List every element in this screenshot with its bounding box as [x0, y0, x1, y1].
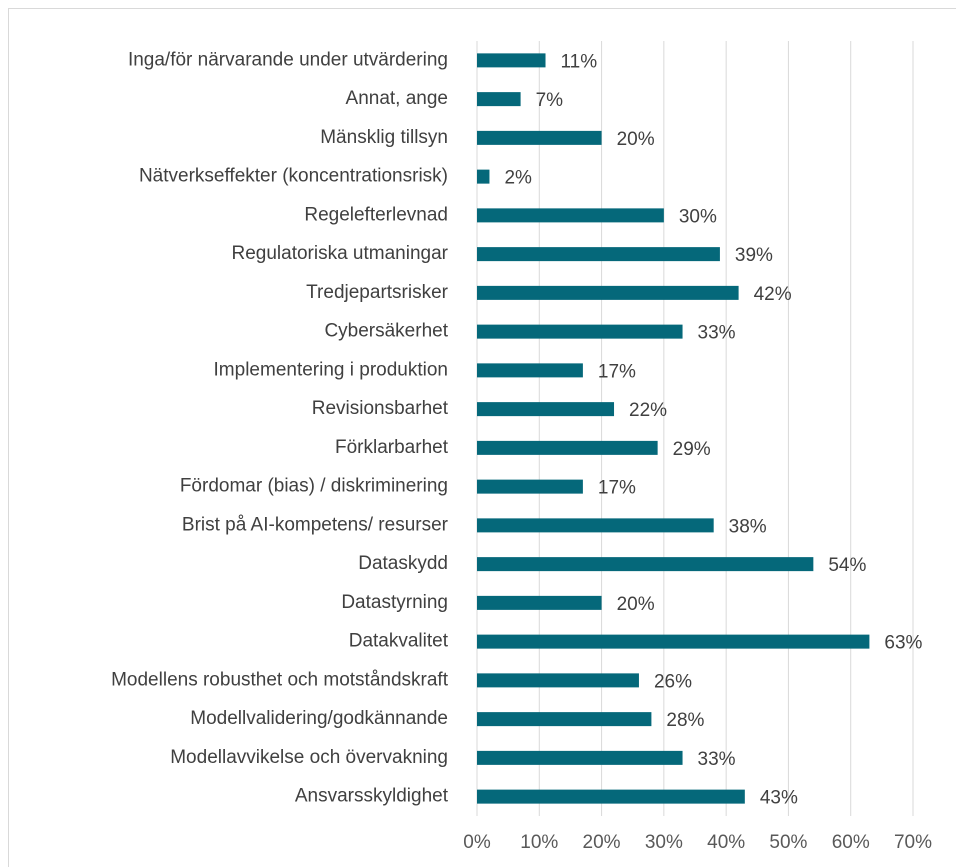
value-label: 29% [673, 439, 711, 460]
bar [477, 712, 652, 727]
value-label: 11% [561, 51, 598, 72]
bar [477, 324, 683, 339]
y-tick-label: Datakvalitet [349, 631, 449, 652]
x-tick-label: 20% [583, 832, 621, 853]
value-label: 26% [654, 671, 692, 692]
bar [477, 479, 583, 494]
y-tick-label: Datastyrning [341, 592, 448, 613]
y-tick-label: Regelefterlevnad [304, 204, 448, 225]
value-label: 43% [760, 788, 798, 809]
value-label: 39% [735, 245, 773, 266]
value-label: 17% [598, 361, 636, 382]
y-tick-label: Revisionsbarhet [312, 398, 449, 419]
chart-border [8, 8, 956, 867]
bar [477, 208, 664, 223]
value-label: 7% [536, 90, 564, 111]
y-tick-label: Ansvarsskyldighet [295, 786, 449, 807]
y-tick-label: Nätverkseffekter (koncentrationsrisk) [139, 166, 448, 187]
value-label: 54% [828, 555, 866, 576]
value-label: 22% [629, 400, 667, 421]
y-tick-label: Implementering i produktion [214, 359, 448, 380]
bar [477, 595, 602, 610]
y-tick-label: Modellens robusthet och motståndskraft [111, 669, 449, 690]
bar [477, 402, 615, 417]
bar [477, 789, 745, 804]
value-label: 17% [598, 478, 636, 499]
y-tick-label: Dataskydd [358, 553, 448, 574]
bar [477, 92, 521, 107]
bar [477, 285, 739, 300]
bar [477, 440, 658, 455]
bar [477, 673, 639, 688]
x-tick-label: 50% [769, 832, 807, 853]
bar [477, 130, 602, 145]
value-label: 38% [729, 516, 767, 537]
y-tick-label: Fördomar (bias) / diskriminering [180, 476, 448, 497]
value-label: 20% [617, 129, 655, 150]
x-tick-label: 40% [707, 832, 745, 853]
bar [477, 750, 683, 765]
value-label: 63% [884, 633, 922, 654]
y-tick-label: Modellvalidering/godkännande [190, 708, 448, 729]
value-label: 33% [698, 323, 736, 344]
bar [477, 363, 583, 378]
y-tick-label: Brist på AI-kompetens/ resurser [182, 514, 449, 535]
value-label: 33% [698, 749, 736, 770]
y-tick-label: Tredjepartsrisker [306, 282, 449, 303]
y-tick-label: Inga/för närvarande under utvärdering [128, 49, 448, 70]
bar [477, 169, 490, 184]
y-tick-label: Regulatoriska utmaningar [231, 243, 448, 264]
value-label: 30% [679, 206, 717, 227]
bar [477, 53, 546, 68]
x-tick-label: 70% [894, 832, 932, 853]
y-tick-label: Mänsklig tillsyn [320, 127, 448, 148]
x-tick-label: 30% [645, 832, 683, 853]
y-tick-label: Förklarbarhet [335, 437, 449, 458]
bar [477, 557, 814, 572]
bar [477, 634, 870, 649]
bar [477, 247, 720, 262]
x-tick-label: 10% [520, 832, 558, 853]
value-label: 42% [754, 284, 792, 305]
y-tick-label: Annat, ange [346, 88, 448, 109]
x-tick-label: 60% [832, 832, 870, 853]
y-tick-label: Modellavvikelse och övervakning [170, 747, 448, 768]
y-tick-label: Cybersäkerhet [324, 321, 448, 342]
value-label: 2% [504, 168, 532, 189]
bar [477, 518, 714, 533]
value-label: 20% [617, 594, 655, 615]
x-tick-label: 0% [463, 832, 491, 853]
value-label: 28% [666, 710, 704, 731]
